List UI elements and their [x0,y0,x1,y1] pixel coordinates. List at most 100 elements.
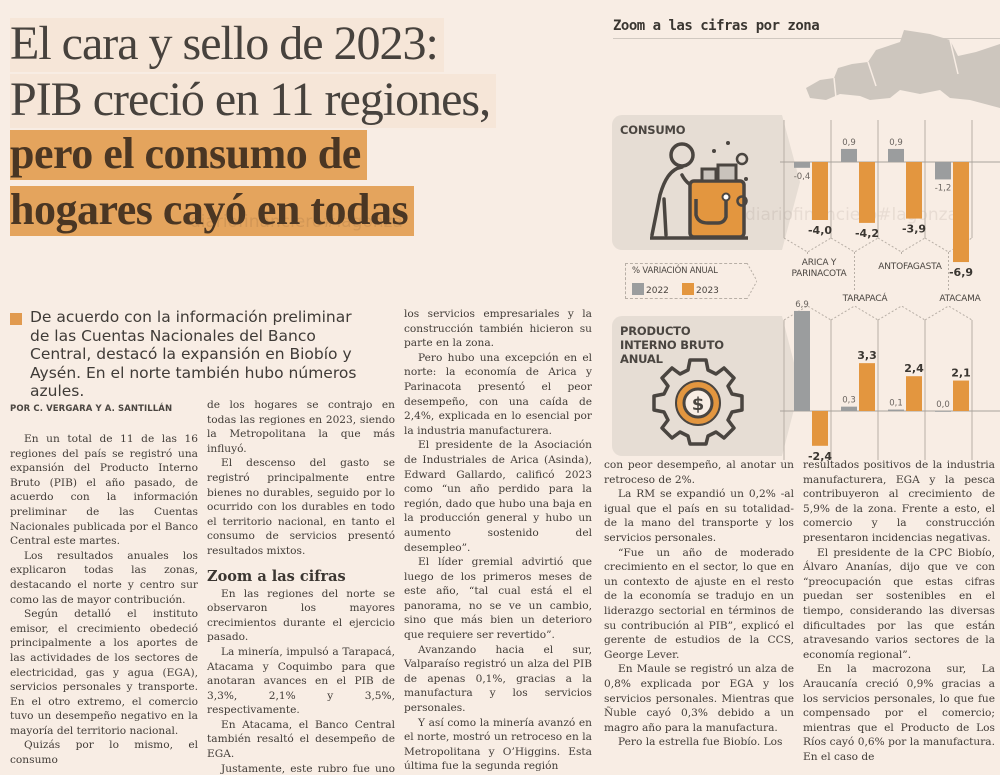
region-label-atacama: ATACAMA [939,294,981,304]
consumo-bar-2023 [906,162,922,219]
legend-item-2022: 2022 [632,283,669,296]
legend-swatch-2023 [682,283,694,295]
pib-bar-2023 [906,376,922,411]
paragraph: Justamente, este rubro fue uno de los qu… [221,762,395,775]
paragraph: Pero hubo una excepción en el norte: la … [404,351,592,437]
pib-data-label-2022: 0,0 [936,400,950,410]
connector-top [783,237,832,253]
connector-bottom [924,305,973,321]
paragraph: En Maule se registró un alza de 0,8% exp… [604,663,794,734]
paragraph: los servicios empresariales y la constru… [404,308,592,350]
divider [613,38,1000,39]
consumo-data-label-2023: -6,9 [949,266,973,279]
infographic-title: Zoom a las cifras por zona [613,18,820,34]
legend-arrow [747,263,757,299]
pib-bar-2022 [841,406,857,411]
pib-data-label-2023: 2,4 [904,362,924,375]
consumo-data-label-2022: -0,4 [794,172,811,182]
paragraph: Según detalló el instituto emisor, el cr… [10,608,198,737]
shopper-cart-icon [650,141,749,240]
consumo-bar-2023 [859,162,875,223]
paragraph: En la macrozona sur, La Araucanía creció… [803,663,995,763]
pib-bar-2023 [953,380,969,411]
paragraph: de los hogares se contrajo en todas las … [207,399,395,455]
region-label-tarapaca: TARAPACÁ [842,294,888,304]
article-column-4: con peor desempeño, al anotar un retroce… [604,458,794,750]
panel-pib: PRODUCTO INTERNO BRUTO ANUAL $ [612,316,800,456]
paragraph: Y así como la minería avanzó en el norte… [404,716,592,773]
connector-bottom [830,305,879,321]
chile-north-map-icon [806,30,1000,108]
paragraph: “Fue un año de moderado crecimiento en e… [604,546,794,661]
legend: % VARIACIÓN ANUAL 2022 2023 [625,263,757,299]
article-column-5: resultados positivos de la industria man… [803,458,995,764]
pib-data-label-2022: 6,9 [795,300,809,310]
article-column-1: En un total de 11 de las 16 regiones del… [10,432,198,768]
panel-consumo-label: CONSUMO [620,123,686,137]
panel-consumo: CONSUMO [612,115,800,250]
pib-data-label-2022: 0,3 [842,396,856,406]
consumo-bar-2023 [812,162,828,220]
watermark: diariofinanciero#lagonza [190,212,403,232]
svg-text:$: $ [692,394,705,415]
headline-line-2: PIB creció en 11 regiones, [10,74,497,128]
pib-bar-2023 [812,411,828,446]
paragraph: La RM se expandió un 0,2% -al igual que … [604,488,794,544]
pib-data-label-2023: -2,4 [808,450,832,463]
headline-line-3: pero el consumo de [10,130,367,180]
paragraph: con peor desempeño, al anotar un retroce… [604,459,794,486]
pib-bar-2022 [935,411,951,412]
pib-bar-2022 [794,310,810,411]
pib-bar-2022 [888,409,904,411]
pib-bar-2023 [859,363,875,411]
bullet-square-icon [10,313,22,325]
connector-bottom [783,305,832,321]
connector-top [830,237,879,253]
paragraph: En un total de 11 de las 16 regiones del… [10,433,198,548]
pib-data-label-2022: 0,1 [889,399,903,409]
consumo-bar-2022 [841,148,857,162]
lead-text: De acuerdo con la información preliminar… [30,308,357,401]
legend-title: % VARIACIÓN ANUAL [632,266,718,276]
byline: POR C. VERGARA Y A. SANTILLÁN [10,404,173,414]
gear-dollar-icon: $ [652,358,744,446]
headline: El cara y sello de 2023: PIB creció en 1… [10,18,600,242]
paragraph: resultados positivos de la industria man… [803,459,995,544]
paragraph: La minería, impulsó a Tarapacá, Atacama … [207,645,395,717]
article-column-2: de los hogares se contrajo en todas las … [207,398,395,775]
consumo-data-label-2023: -4,2 [855,227,879,240]
consumo-data-label-2022: 0,9 [842,138,856,148]
headline-line-1: El cara y sello de 2023: [10,18,444,72]
region-label-arica: ARICA Y PARINACOTA [791,258,847,279]
connector-bottom [877,305,926,321]
paragraph: El líder gremial advirtió que luego de l… [404,556,592,642]
paragraph: El descenso del gasto se registró princi… [207,457,395,557]
connector-top [877,237,926,253]
consumo-bar-2023 [953,162,969,263]
paragraph: Quizás por lo mismo, el consumo [10,739,198,767]
paragraph: En las regiones del norte se observaron … [207,587,395,644]
subheading: Zoom a las cifras [207,567,346,585]
consumo-data-label-2022: 0,9 [889,138,903,148]
lead-paragraph: De acuerdo con la información preliminar… [10,308,375,401]
article-column-3: los servicios empresariales y la constru… [404,307,592,774]
consumo-data-label-2023: -3,9 [902,223,926,236]
consumo-bar-2022 [888,148,904,162]
paragraph: En Atacama, el Banco Central también res… [207,718,395,761]
panel-pib-label: PRODUCTO INTERNO BRUTO ANUAL [620,324,724,366]
paragraph: El presidente de la CPC Biobío, Álvaro A… [803,546,995,661]
regional-bar-chart: -0,4 -4,0 0,9 -4,2 0,9 -3,9 -1,2 -6,9 6,9 -2,4 0,3… [780,120,1000,463]
headline-line-4: hogares cayó en todas [10,186,415,236]
consumo-bar-2022 [794,162,810,168]
legend-item-2023: 2023 [682,283,719,296]
consumo-bar-2022 [935,162,951,180]
legend-swatch-2022 [632,283,644,295]
region-label-antofagasta: ANTOFAGASTA [878,262,942,272]
consumo-data-label-2023: -4,0 [808,224,832,237]
paragraph: Avanzando hacia el sur, Valparaíso regis… [404,643,592,715]
paragraph: Los resultados anuales los explicaron to… [10,549,198,606]
paragraph: Pero la estrella fue Biobío. Los [618,736,783,749]
consumo-data-label-2022: -1,2 [935,183,952,193]
pib-data-label-2023: 3,3 [857,349,877,362]
pib-data-label-2023: 2,1 [951,367,971,380]
